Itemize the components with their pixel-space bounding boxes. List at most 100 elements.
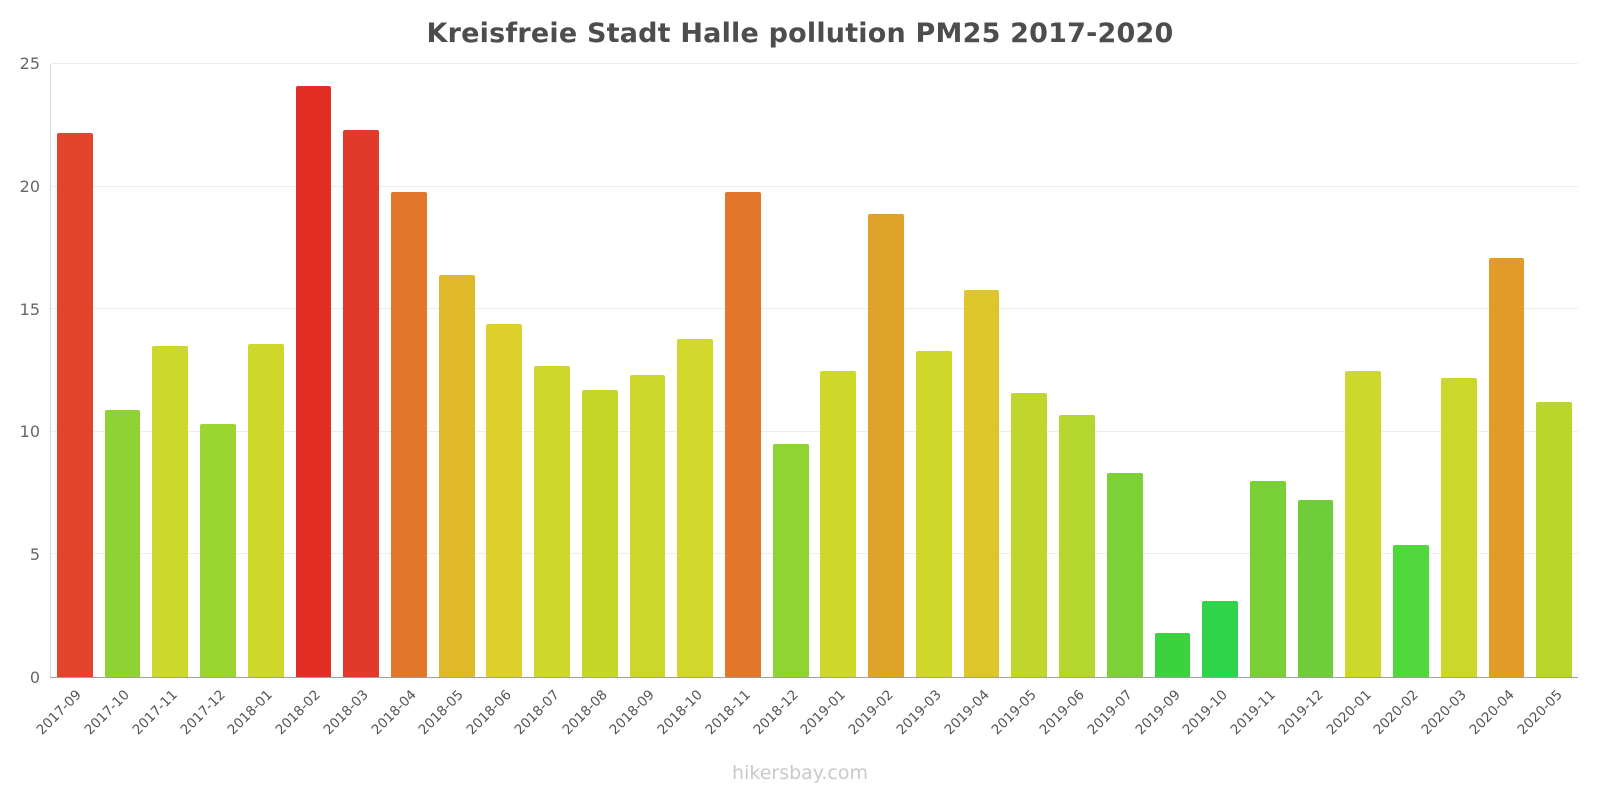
x-tick-label: 2018-10 xyxy=(654,687,706,739)
x-tick-label: 2017-10 xyxy=(81,687,133,739)
bar-slot xyxy=(337,64,385,677)
bar-2017-12 xyxy=(200,424,236,677)
chart-title: Kreisfreie Stadt Halle pollution PM25 20… xyxy=(426,18,1174,49)
bar-2018-03 xyxy=(343,130,380,677)
x-tick-label: 2019-02 xyxy=(845,687,897,739)
bar-slot xyxy=(385,64,433,677)
bar-2020-02 xyxy=(1393,544,1429,677)
x-tick-label: 2020-04 xyxy=(1466,687,1518,739)
bar-slot xyxy=(528,64,576,677)
x-tick-label: 2020-01 xyxy=(1323,687,1375,739)
gridline xyxy=(51,63,1578,64)
x-tick-label: 2018-12 xyxy=(750,687,802,739)
bar-slot xyxy=(146,64,194,677)
grid-layer xyxy=(51,63,1578,677)
bar-2018-08 xyxy=(581,390,618,677)
bar-2017-09 xyxy=(56,132,93,677)
x-tick-label: 2019-05 xyxy=(988,687,1041,739)
bar-2019-11 xyxy=(1249,480,1286,677)
bar-2018-10 xyxy=(677,338,714,677)
bar-2017-10 xyxy=(104,409,141,677)
bar-slot xyxy=(1196,64,1244,677)
chart-area: 0 5 10 15 20 25 2017-09 2017-10 2017-11 2017-12 2… xyxy=(20,56,1578,738)
y-tick-label: 10 xyxy=(19,422,40,442)
plot-area xyxy=(50,63,1578,678)
x-tick-label: 2019-07 xyxy=(1084,687,1136,739)
bar-slot xyxy=(1244,64,1292,677)
x-tick-label: 2018-01 xyxy=(224,687,277,739)
x-tick-label: 2018-08 xyxy=(559,687,611,739)
bar-2018-12 xyxy=(772,444,809,677)
x-tick-label: 2018-06 xyxy=(463,687,515,739)
bar-2019-04 xyxy=(963,289,1000,677)
x-tick-label: 2017-12 xyxy=(177,687,229,739)
bar-2017-11 xyxy=(152,345,189,677)
bar-slot xyxy=(815,64,863,677)
bar-slot xyxy=(1005,64,1053,677)
x-tick-label: 2017-11 xyxy=(129,687,181,739)
bar-2019-02 xyxy=(868,213,904,677)
bar-slot xyxy=(958,64,1006,677)
bar-2018-05 xyxy=(438,274,475,677)
x-tick-label: 2020-02 xyxy=(1370,687,1423,739)
bar-slot xyxy=(1149,64,1197,677)
bar-slot xyxy=(1530,64,1578,677)
x-tick-label: 2020-03 xyxy=(1418,687,1470,739)
x-tick-label: 2018-09 xyxy=(606,687,659,739)
x-tick-label: 2018-03 xyxy=(320,687,372,739)
y-tick-label: 25 xyxy=(19,54,40,73)
bar-2019-07 xyxy=(1106,473,1143,677)
bar-2019-12 xyxy=(1297,500,1334,677)
x-tick-label: 2017-09 xyxy=(33,687,86,739)
bar-2019-03 xyxy=(915,350,952,677)
bar-2018-04 xyxy=(391,191,427,677)
bar-slot xyxy=(1101,64,1149,677)
bar-slot xyxy=(767,64,815,677)
watermark: hikersbay.com xyxy=(732,762,868,784)
x-tick-label: 2018-02 xyxy=(272,687,324,739)
gridline xyxy=(51,185,1578,187)
x-tick-label: 2019-01 xyxy=(797,687,850,739)
bar-2020-04 xyxy=(1488,257,1525,677)
bar-slot xyxy=(480,64,528,677)
bar-slot xyxy=(99,64,147,677)
bar-slot xyxy=(290,64,338,677)
bar-2018-11 xyxy=(725,191,761,677)
x-tick-label: 2019-04 xyxy=(941,687,993,739)
x-tick-label: 2018-04 xyxy=(368,687,420,739)
bar-slot xyxy=(242,64,290,677)
bar-2019-05 xyxy=(1011,392,1048,677)
x-tick-label: 2019-11 xyxy=(1227,687,1279,739)
bar-slot xyxy=(862,64,910,677)
y-tick-label: 15 xyxy=(19,299,40,319)
bar-2020-05 xyxy=(1536,402,1573,677)
bar-slot xyxy=(1435,64,1483,677)
x-tick-label: 2019-09 xyxy=(1132,687,1184,739)
x-tick-label: 2018-11 xyxy=(702,687,754,739)
bar-slot xyxy=(1292,64,1340,677)
bar-slot xyxy=(576,64,624,677)
bar-slot xyxy=(910,64,958,677)
bar-2018-09 xyxy=(629,375,666,677)
x-tick-label: 2019-10 xyxy=(1179,687,1232,739)
bar-2019-01 xyxy=(820,370,857,677)
bar-slot xyxy=(1387,64,1435,677)
bar-slot xyxy=(51,64,99,677)
bar-2018-02 xyxy=(295,86,332,677)
bar-slot xyxy=(671,64,719,677)
gridline xyxy=(51,553,1578,555)
bar-2019-09 xyxy=(1154,632,1191,677)
bar-2020-01 xyxy=(1345,370,1382,677)
bar-slot xyxy=(624,64,672,677)
x-tick-label: 2020-05 xyxy=(1514,687,1566,739)
bar-2020-03 xyxy=(1440,377,1477,677)
gridline xyxy=(51,308,1578,310)
x-tick-label: 2019-12 xyxy=(1275,687,1327,739)
bar-2018-06 xyxy=(486,323,523,677)
x-tick-label: 2018-05 xyxy=(415,687,468,739)
y-tick-label: 20 xyxy=(19,176,40,196)
x-tick-label: 2019-06 xyxy=(1036,687,1088,739)
x-tick-label: 2019-03 xyxy=(893,687,945,739)
y-tick-label: 0 xyxy=(29,668,40,687)
gridline xyxy=(51,430,1578,432)
